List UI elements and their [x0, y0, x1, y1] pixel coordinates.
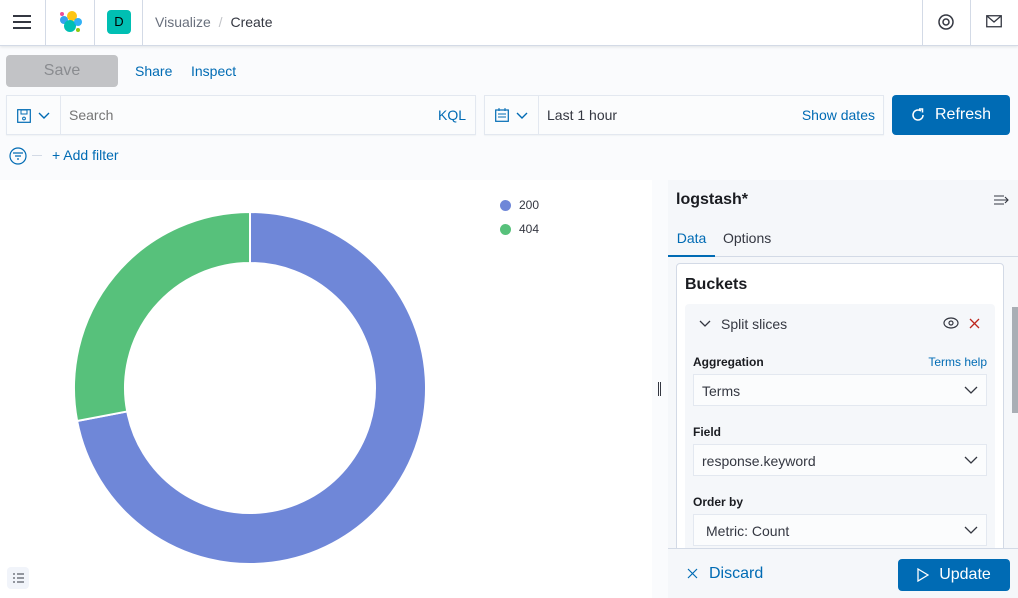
scrollbar[interactable] — [1012, 307, 1018, 413]
terms-help-link[interactable]: Terms help — [928, 355, 987, 369]
aggregation-select[interactable]: Terms — [693, 374, 987, 406]
filter-icon[interactable] — [9, 147, 27, 165]
inspect-link[interactable]: Inspect — [191, 63, 237, 79]
quick-menu-button[interactable] — [485, 96, 539, 134]
date-picker: Last 1 hour Show dates — [484, 95, 884, 135]
legend-toggle-button[interactable] — [7, 567, 29, 589]
pie-chart — [73, 210, 427, 565]
update-label: Update — [939, 566, 991, 583]
add-filter-button[interactable]: + Add filter — [52, 147, 119, 163]
elastic-logo-icon[interactable] — [58, 10, 82, 34]
share-link[interactable]: Share — [135, 63, 173, 79]
breadcrumb: Visualize / Create — [155, 14, 273, 30]
agg-title[interactable]: Split slices — [721, 316, 788, 332]
chevron-down-icon — [516, 112, 528, 119]
show-dates-link[interactable]: Show dates — [801, 107, 875, 123]
order-by-value: Metric: Count — [706, 523, 790, 539]
mail-icon[interactable] — [986, 15, 1002, 28]
list-icon — [13, 573, 24, 583]
time-range[interactable]: Last 1 hour — [547, 107, 618, 123]
legend: 200 404 — [500, 193, 539, 241]
aggregation-label: Aggregation — [693, 355, 764, 369]
close-icon — [687, 568, 698, 579]
refresh-button[interactable]: Refresh — [892, 95, 1010, 135]
tab-data[interactable]: Data — [668, 230, 715, 257]
breadcrumb-visualize[interactable]: Visualize — [155, 14, 211, 30]
refresh-icon — [912, 108, 924, 121]
resize-handle[interactable] — [658, 382, 661, 396]
chevron-down-icon — [38, 112, 50, 119]
index-pattern-title: logstash* — [676, 191, 749, 208]
sidebar-footer: Discard Update — [668, 548, 1018, 598]
kql-toggle[interactable]: KQL — [437, 107, 466, 123]
legend-label: 200 — [519, 198, 540, 212]
refresh-label: Refresh — [934, 106, 992, 123]
buckets-panel: Buckets Split slices Aggregation Terms h… — [676, 263, 1004, 563]
search-input[interactable] — [69, 104, 429, 126]
chevron-down-icon — [964, 526, 978, 534]
aggregation-value: Terms — [702, 383, 741, 399]
visualization-area: 200 404 — [0, 180, 652, 598]
legend-label: 404 — [519, 222, 540, 236]
tab-options[interactable]: Options — [723, 230, 772, 246]
chevron-down-icon[interactable] — [699, 320, 711, 328]
save-icon — [17, 109, 31, 123]
update-button[interactable]: Update — [898, 559, 1010, 591]
legend-item-200[interactable]: 200 — [500, 193, 539, 217]
eye-icon[interactable] — [943, 317, 959, 329]
field-select[interactable]: response.keyword — [693, 444, 987, 476]
calendar-icon — [495, 108, 509, 122]
pie-slice-404[interactable] — [73, 210, 251, 423]
header: D Visualize / Create — [0, 0, 1018, 46]
order-by-select[interactable]: Metric: Count — [693, 514, 987, 546]
buckets-title: Buckets — [685, 276, 748, 293]
discard-button[interactable]: Discard — [709, 565, 764, 582]
chevron-down-icon — [964, 386, 978, 394]
save-button[interactable]: Save — [6, 55, 118, 87]
field-label: Field — [693, 425, 722, 439]
legend-item-404[interactable]: 404 — [500, 217, 539, 241]
field-value: response.keyword — [702, 453, 816, 469]
split-slices-agg: Split slices Aggregation Terms help Term… — [685, 304, 995, 562]
chevron-down-icon — [964, 456, 978, 464]
order-by-label: Order by — [693, 495, 744, 509]
query-bar: KQL — [6, 95, 476, 135]
help-icon[interactable] — [937, 13, 955, 31]
saved-query-button[interactable] — [7, 96, 61, 134]
menu-icon[interactable] — [13, 14, 31, 30]
collapse-sidebar-icon[interactable] — [994, 194, 1010, 206]
editor-sidebar: logstash* Data Options Buckets Split sli… — [668, 180, 1018, 598]
play-icon — [917, 568, 930, 582]
breadcrumb-create: Create — [230, 14, 273, 30]
remove-icon[interactable] — [969, 318, 980, 329]
space-avatar[interactable]: D — [107, 10, 131, 34]
pie-slice-200[interactable] — [75, 210, 427, 565]
